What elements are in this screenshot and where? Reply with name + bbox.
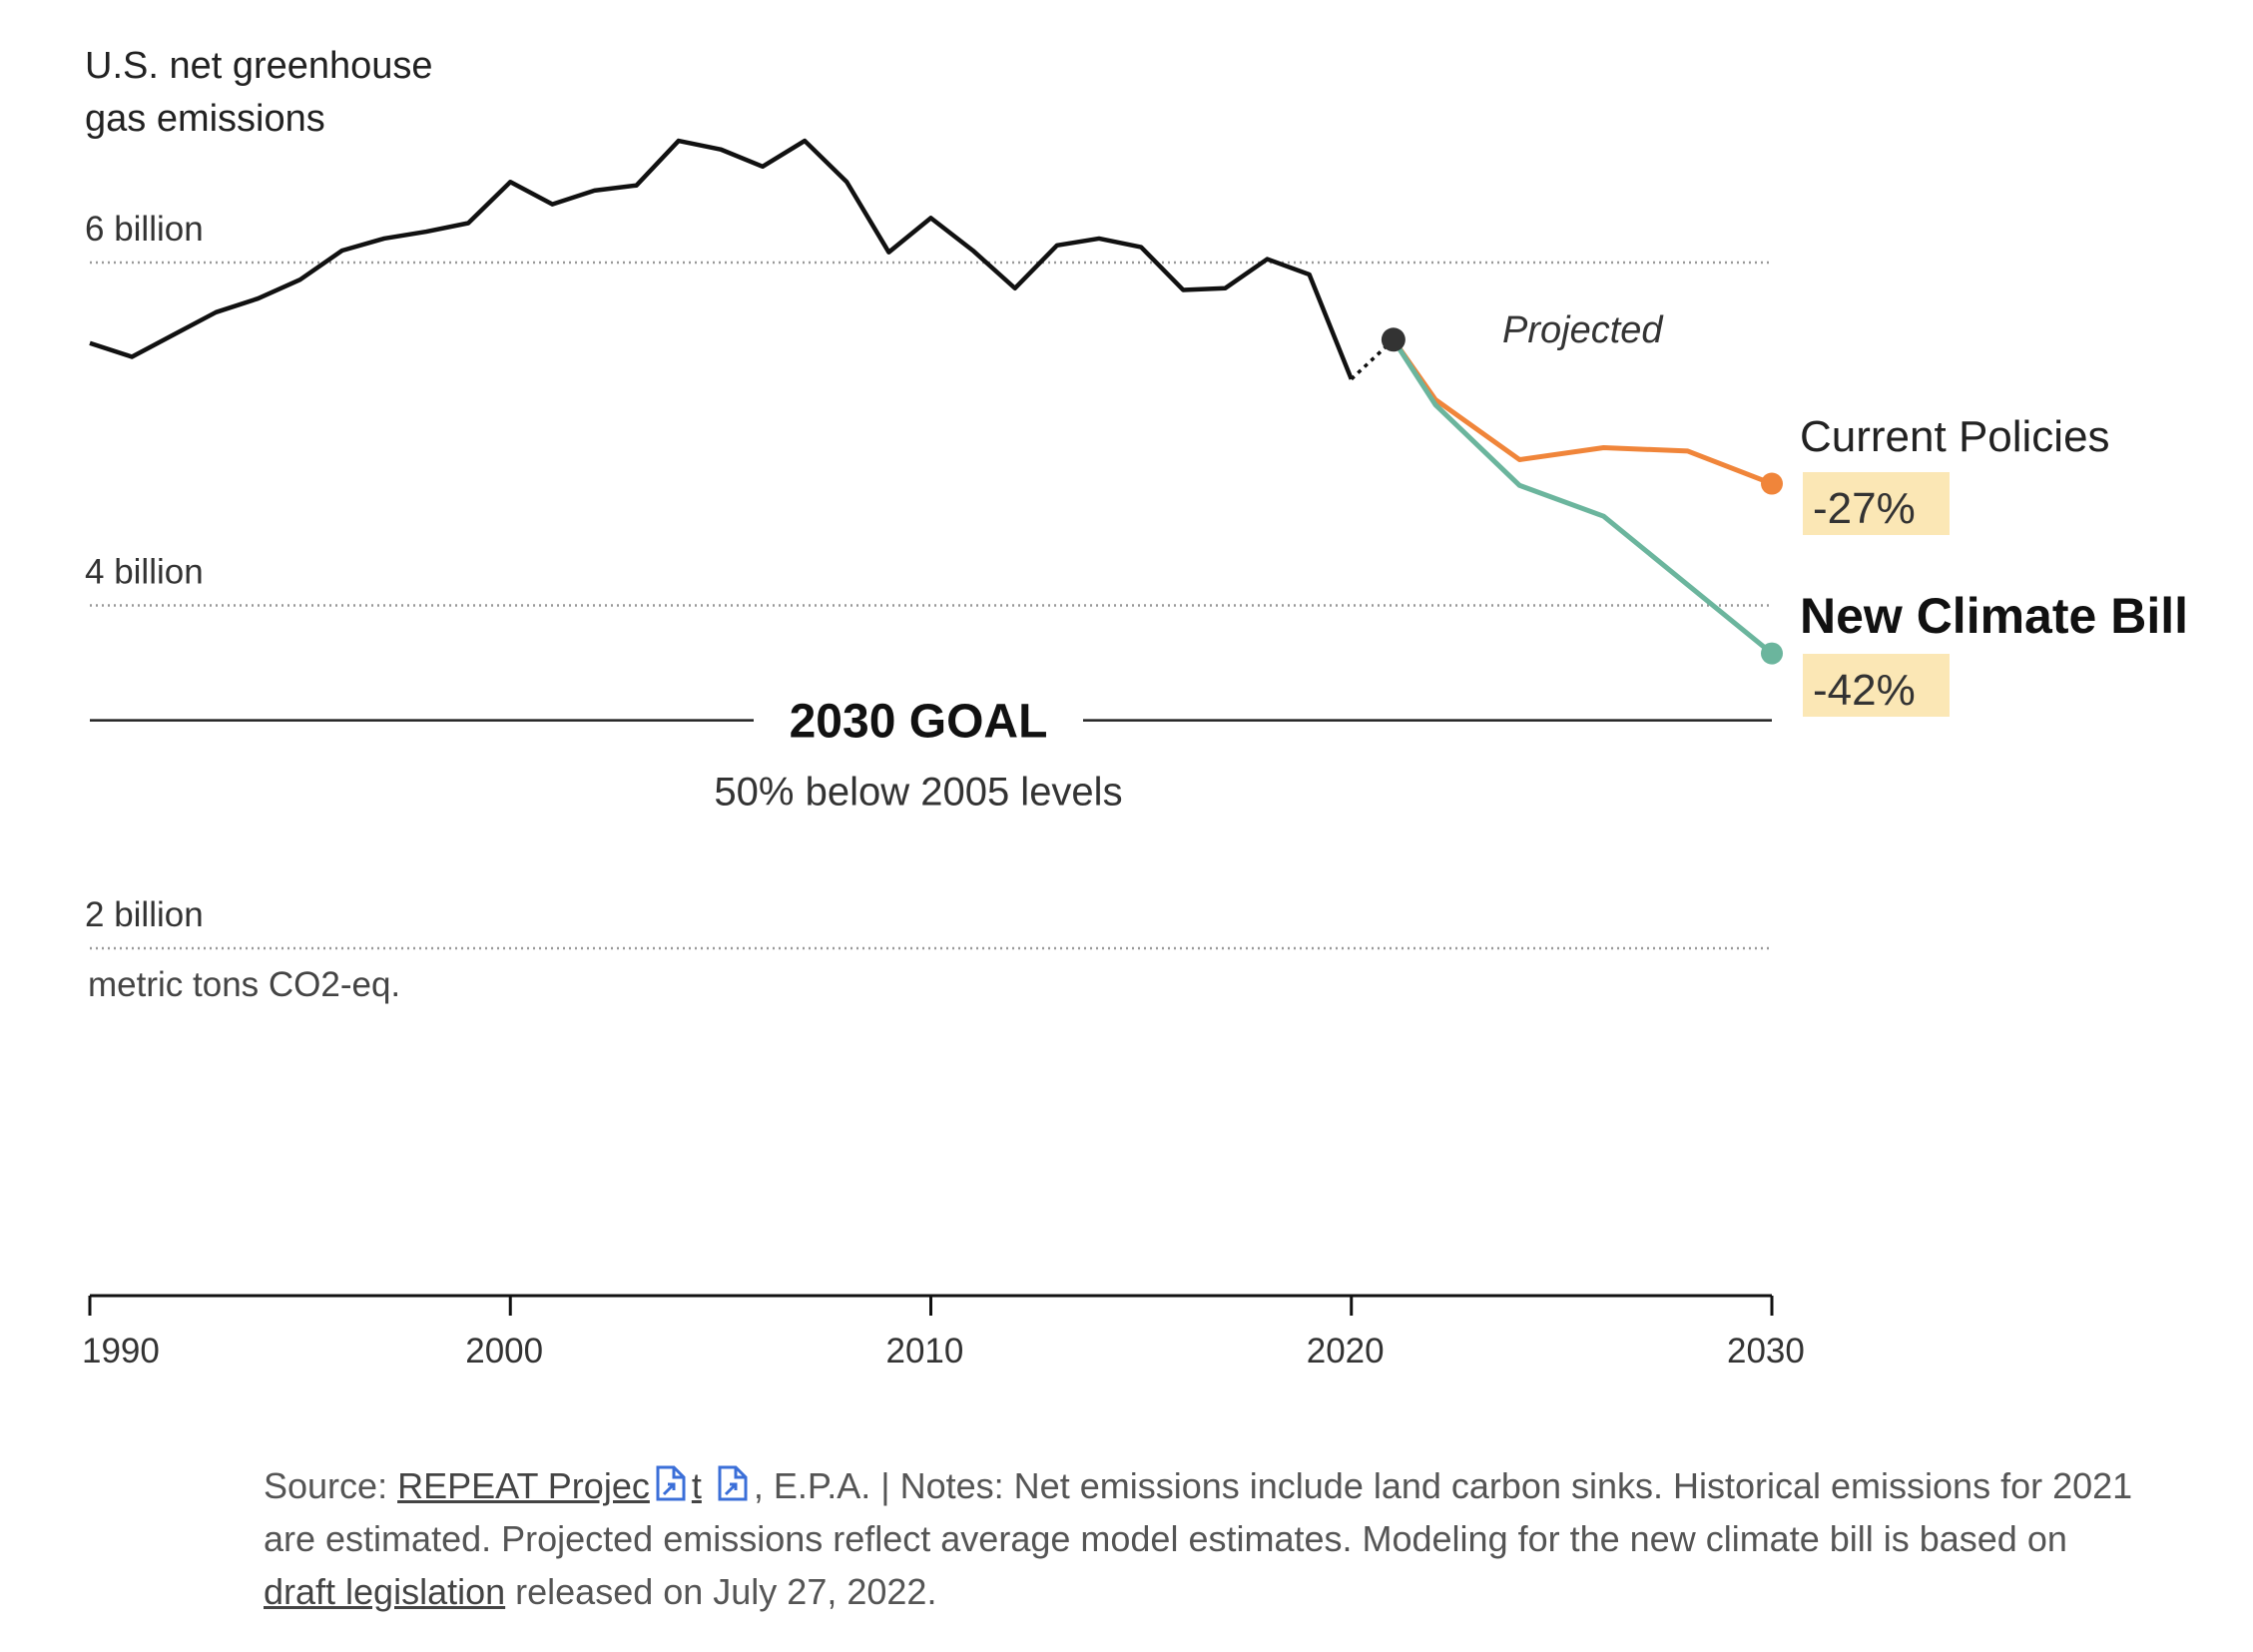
x-tick-label: 2000 bbox=[465, 1332, 543, 1371]
x-tick-label: 2020 bbox=[1307, 1332, 1385, 1371]
x-axis: 1990 2000 2010 2020 2030 bbox=[82, 1294, 1805, 1371]
y-tick-label: 6 billion bbox=[85, 210, 204, 249]
goal-line-group: 2030 GOAL 50% below 2005 levels bbox=[90, 696, 1772, 815]
source-prefix: Source: bbox=[264, 1465, 398, 1506]
y-tick-label: 2 billion bbox=[85, 895, 204, 934]
current-policies-endpoint bbox=[1761, 472, 1783, 495]
current-policies-change-badge bbox=[1803, 472, 1950, 535]
goal-subtitle: 50% below 2005 levels bbox=[714, 771, 1122, 815]
external-document-icon[interactable] bbox=[654, 1463, 688, 1501]
y-unit-label: metric tons CO2-eq. bbox=[88, 965, 400, 1004]
current-policies-change: -27% bbox=[1813, 484, 1916, 533]
estimate-2021-point bbox=[1381, 327, 1406, 352]
source-notes-text: , E.P.A. | Notes: Net emissions include … bbox=[264, 1465, 2133, 1559]
repeat-project-link-tail[interactable]: t bbox=[691, 1465, 702, 1506]
current-policies-label: Current Policies bbox=[1800, 412, 2110, 461]
x-tick-label: 1990 bbox=[82, 1332, 160, 1371]
draft-legislation-link[interactable]: draft legislation bbox=[264, 1571, 506, 1612]
new-climate-bill-line bbox=[1391, 337, 1774, 656]
x-tick-label: 2030 bbox=[1727, 1332, 1805, 1371]
chart-title: U.S. net greenhouse gas emissions bbox=[85, 45, 433, 140]
goal-title: 2030 GOAL bbox=[790, 696, 1048, 749]
new-climate-bill-change-badge bbox=[1803, 654, 1950, 717]
chart-title-line-2: gas emissions bbox=[85, 98, 325, 140]
historical-emissions-line bbox=[89, 138, 1354, 380]
repeat-project-link[interactable]: REPEAT Projec bbox=[397, 1465, 650, 1506]
new-climate-bill-change: -42% bbox=[1813, 666, 1916, 715]
y-gridlines: 6 billion 4 billion 2 billion bbox=[85, 210, 1772, 950]
projected-label: Projected bbox=[1502, 309, 1664, 351]
source-note: Source: REPEAT Projec t , E.P.A. | Notes:… bbox=[264, 1459, 2140, 1618]
emissions-line-chart: U.S. net greenhouse gas emissions 6 bill… bbox=[82, 45, 2188, 1371]
x-tick-label: 2010 bbox=[886, 1332, 964, 1371]
current-policies-line bbox=[1391, 337, 1773, 486]
chart-title-line-1: U.S. net greenhouse bbox=[85, 45, 433, 87]
source-suffix: released on July 27, 2022. bbox=[505, 1571, 937, 1612]
series-layer bbox=[89, 138, 1783, 665]
y-tick-label: 4 billion bbox=[85, 553, 204, 592]
external-document-icon[interactable] bbox=[716, 1463, 750, 1501]
series-end-labels: Current Policies -27% New Climate Bill -… bbox=[1800, 412, 2188, 717]
new-climate-bill-label: New Climate Bill bbox=[1800, 588, 2188, 644]
new-climate-bill-endpoint bbox=[1761, 642, 1783, 665]
